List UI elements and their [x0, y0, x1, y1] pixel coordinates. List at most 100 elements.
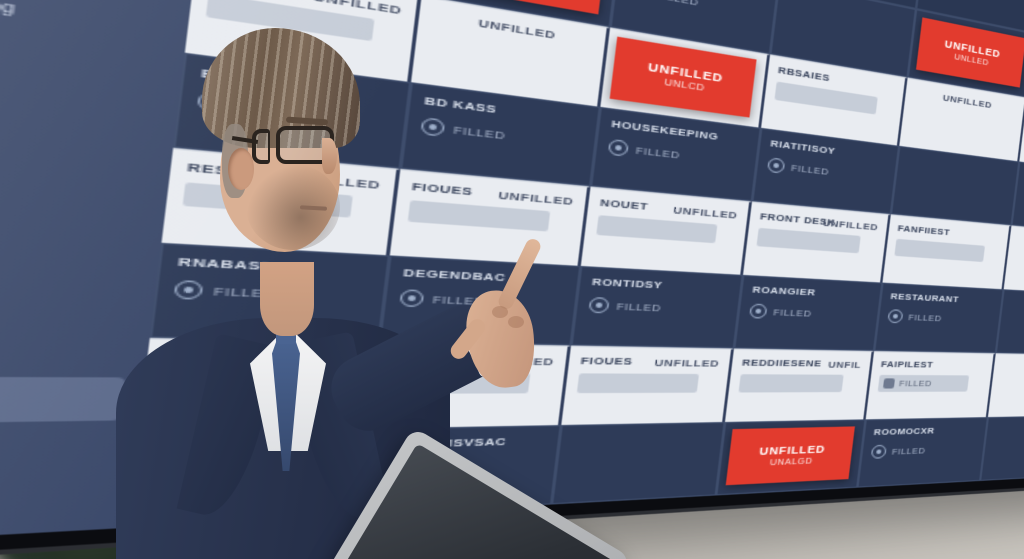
person-avatar-icon: [749, 303, 768, 319]
department-label: NOUET: [599, 196, 649, 213]
unfilled-label: UNFILLED: [267, 352, 360, 367]
department-label: FAIPILEST: [880, 359, 934, 370]
status-filled: FILLED: [887, 309, 992, 326]
unfilled-label: UNFILLED: [672, 204, 739, 222]
person-avatar-icon: [607, 138, 629, 157]
department-label: RESTAURANT: [889, 291, 960, 305]
person-avatar-icon: [150, 467, 181, 488]
status-filled: FILLED: [150, 462, 348, 488]
person-avatar-icon: [887, 309, 904, 324]
status-label: FILLED: [635, 143, 681, 161]
department-label: ROANGIER: [751, 284, 817, 298]
shift-cell-filled[interactable]: DEGENDBAC FILLED: [379, 255, 581, 346]
shift-cell-open[interactable]: FANFIIEST: [882, 214, 1012, 290]
schedule-pane: BendIunahdBaKEludDiuindhBuviesEilsadvl B…: [126, 0, 1024, 528]
status-label: FILLED: [616, 300, 662, 314]
cell-header: FAIPILEST: [880, 359, 985, 370]
unfilled-label: UNFILLED: [289, 170, 382, 192]
person-avatar-icon: [173, 279, 204, 300]
status-label: FILLED: [432, 292, 487, 308]
status-filled: FILLED: [588, 296, 728, 317]
shift-bar[interactable]: [576, 373, 699, 394]
shift-bar[interactable]: [738, 374, 844, 393]
shift-cell-empty[interactable]: [551, 421, 725, 505]
unfilled-label: UNFILLED: [497, 189, 575, 208]
department-label: RNABASS: [177, 254, 274, 274]
unfilled-label: UNFILLED: [942, 92, 993, 111]
shift-cell-filled[interactable]: RESTAURANT FILLED: [874, 282, 1004, 354]
status-filled: FILLED: [767, 157, 886, 184]
shift-cell[interactable]: UNFILLED UNALGD: [715, 419, 866, 496]
unfilled-label: UNFIL: [827, 359, 862, 371]
shift-cell-open[interactable]: FIOUES UNFILLED: [389, 168, 591, 266]
person-avatar-icon: [399, 289, 425, 308]
status-label: FILLED: [212, 283, 278, 301]
department-label: FANFIIEST: [897, 222, 951, 238]
sidebar-item-label: Tasa Loarclbg: [0, 0, 16, 16]
department-label: DEGENDBAC: [402, 266, 507, 284]
status-label: FILLED: [790, 161, 830, 177]
person-avatar-icon: [870, 444, 887, 459]
person-avatar-icon: [767, 157, 786, 174]
sidebar-item[interactable]: Bawau: [0, 324, 131, 374]
schedule-grid: MIBSESFILLEDFIDSLEDGFILLEDFRONT DESKFILL…: [126, 0, 1024, 528]
status-label: FILLED: [452, 123, 507, 142]
shift-cell-filled[interactable]: ROOMOCXR FILLED: [857, 417, 988, 488]
shift-bar[interactable]: [756, 227, 861, 254]
shift-cell-open[interactable]: RESAIES UNFILLED: [138, 337, 380, 433]
shift-bar[interactable]: [182, 182, 352, 218]
unfilled-label: UNFILLED: [653, 357, 720, 370]
status-label: FILLED: [891, 445, 927, 457]
status-label: FILLED: [772, 306, 813, 319]
critical-unfilled-cell[interactable]: UNFILLED UNALGD: [725, 426, 855, 486]
schedule-row: BDNSVBSSFILLEDDOSLELISVSACFILLEDUNFILLED…: [126, 415, 1024, 528]
shift-bar[interactable]: [386, 372, 530, 394]
shift-cell-open[interactable]: FIOGIBS UNFILLED: [368, 341, 572, 429]
shift-cell-open[interactable]: FIOUES UNFILLED: [561, 345, 735, 425]
status-filled: FILLED: [627, 0, 764, 22]
department-label: RESAIES: [163, 349, 251, 365]
status-label: FILLED: [235, 98, 300, 119]
status-filled: FILLED: [929, 0, 1024, 5]
status-label: FILLED: [898, 378, 933, 389]
cell-header: FANFIIEST: [897, 223, 1001, 242]
shift-cell-open[interactable]: REDDIIESENE UNFIL: [724, 348, 875, 422]
status-filled: FILLED: [399, 289, 564, 312]
shift-cell-open[interactable]: FRONT DESK UNFILLED: [743, 201, 891, 283]
shift-bar[interactable]: FILLED: [877, 374, 969, 392]
shift-cell-filled[interactable]: ROANGIER FILLED: [734, 274, 883, 351]
department-label: RONTIDSY: [591, 275, 664, 291]
person-avatar-icon: [196, 91, 227, 114]
status-filled: FILLED: [173, 279, 370, 305]
department-label: ROOMOCXR: [873, 425, 936, 438]
person-avatar-icon: [420, 117, 446, 137]
department-label: FIOUES: [580, 354, 634, 368]
shift-bar[interactable]: [596, 215, 717, 244]
shift-bar[interactable]: [159, 371, 331, 395]
shift-bar[interactable]: [407, 200, 550, 232]
shift-cell-open[interactable]: FAIPILEST FILLED: [865, 350, 996, 420]
sidebar-item[interactable]: Rcvambcass: [0, 424, 120, 478]
shift-cell-filled[interactable]: RNABASS FILLED: [149, 242, 390, 342]
shift-cell-filled[interactable]: RONTIDSY FILLED: [571, 265, 744, 349]
unfilled-label: UNFILLED: [477, 16, 557, 42]
shift-bar[interactable]: [894, 238, 985, 262]
critical-unfilled-cell[interactable]: UNFILLED UNLCD: [609, 36, 757, 118]
status-label: FILLED: [190, 467, 256, 484]
department-label: REDDIIESENE: [741, 357, 823, 369]
status-filled: FILLED: [870, 442, 977, 459]
person-avatar-icon: [882, 378, 896, 389]
shift-cell-empty[interactable]: [980, 415, 1024, 481]
department-label: FIOGIBS: [390, 352, 460, 366]
status-filled: FILLED: [749, 303, 869, 323]
shift-cell-filled[interactable]: BDNSVBSS FILLED: [126, 428, 369, 528]
shift-cell-open[interactable]: NOUET UNFILLED: [580, 186, 753, 275]
department-label: BDNSVBSS: [154, 441, 264, 458]
department-label: RBSAIES: [777, 64, 831, 84]
sidebar-item[interactable]: Tamslas: [0, 376, 126, 426]
